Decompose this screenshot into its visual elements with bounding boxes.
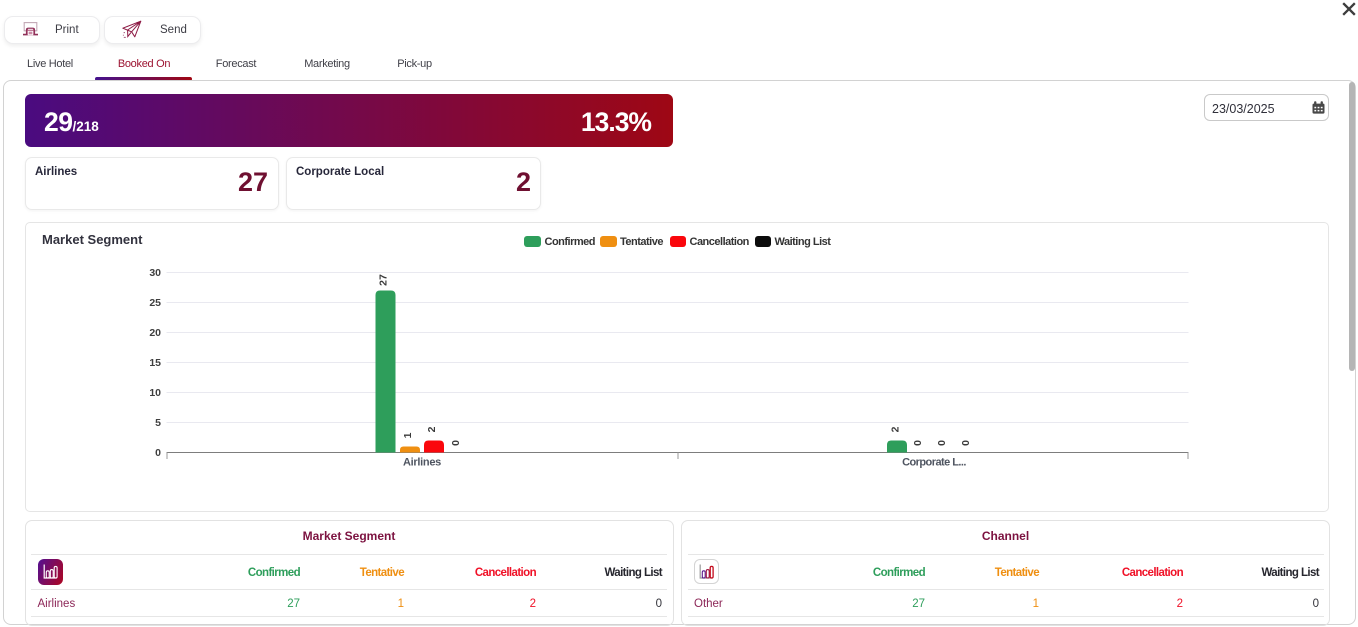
svg-text:27: 27 [377, 274, 389, 286]
svg-text:Corporate L...: Corporate L... [902, 457, 966, 469]
svg-text:15: 15 [149, 357, 161, 369]
svg-text:10: 10 [149, 387, 161, 399]
svg-text:1: 1 [402, 432, 414, 438]
svg-text:0: 0 [155, 447, 161, 459]
svg-text:5: 5 [155, 417, 161, 429]
svg-text:25: 25 [149, 297, 161, 309]
svg-text:Airlines: Airlines [403, 457, 441, 469]
svg-text:2: 2 [889, 426, 901, 432]
svg-text:0: 0 [912, 440, 924, 446]
svg-text:30: 30 [149, 267, 161, 279]
svg-text:2: 2 [426, 426, 438, 432]
svg-text:0: 0 [960, 440, 972, 446]
svg-text:0: 0 [450, 440, 462, 446]
svg-text:0: 0 [936, 440, 948, 446]
svg-text:20: 20 [149, 327, 161, 339]
